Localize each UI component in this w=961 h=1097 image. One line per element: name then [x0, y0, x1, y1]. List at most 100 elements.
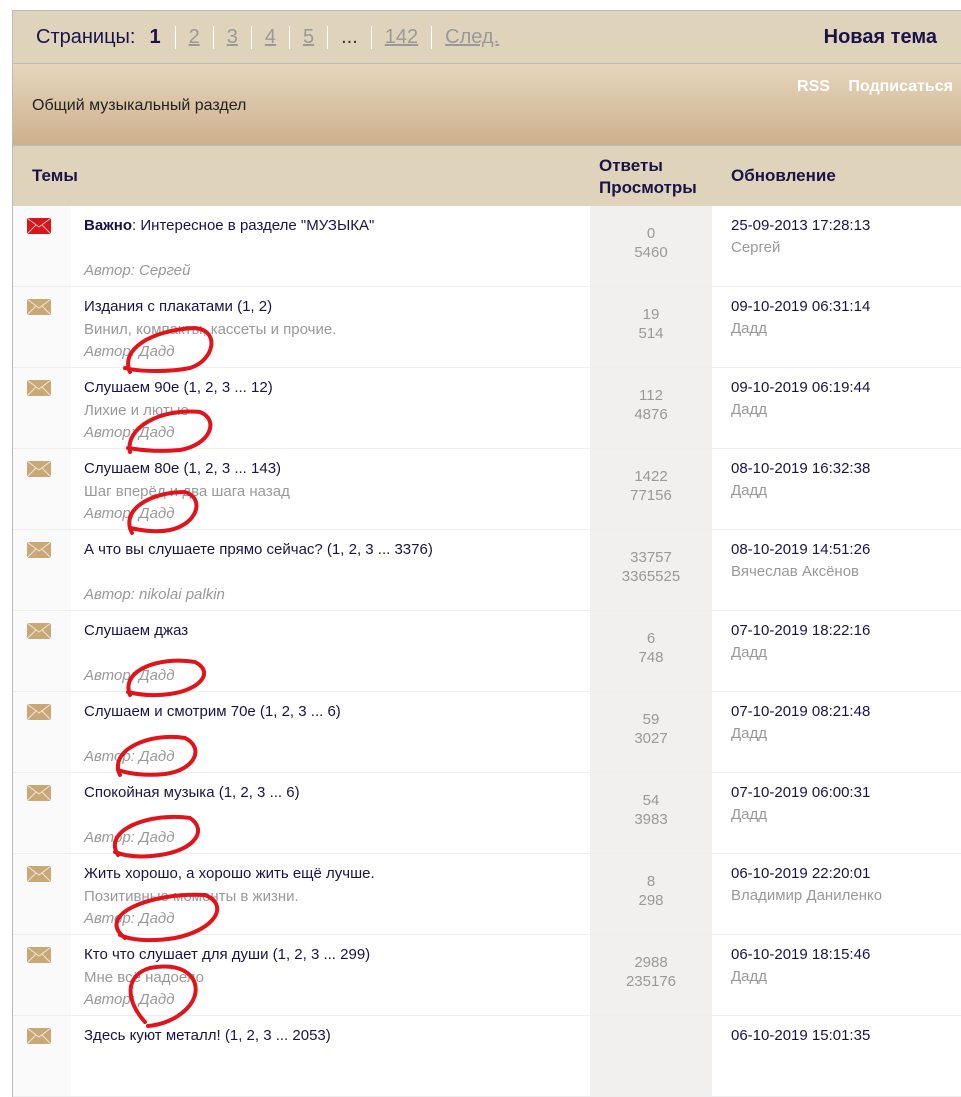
icon-cell — [13, 287, 71, 367]
view-count: 3365525 — [621, 568, 681, 585]
reply-count: 33757 — [630, 549, 672, 566]
subscribe-link[interactable]: Подписаться — [848, 78, 953, 95]
topic-title-link[interactable]: Здесь куют металл! (1, 2, 3 ... 2053) — [84, 1027, 331, 1044]
page-link-2[interactable]: 2 — [176, 25, 214, 49]
last-post-author: Дадд — [731, 644, 768, 661]
topic-stats: 112 4876 — [590, 368, 712, 448]
topic-title-link[interactable]: А что вы слушаете прямо сейчас? (1, 2, 3… — [84, 541, 433, 558]
topic-title-link[interactable]: Слушаем 90е (1, 2, 3 ... 12) — [84, 379, 273, 396]
topic-row: Слушаем 90е (1, 2, 3 ... 12) Лихие и лют… — [13, 368, 961, 449]
page-link-4[interactable]: 4 — [252, 25, 290, 49]
topic-stats: 59 3027 — [590, 692, 712, 772]
topic-row: Кто что слушает для души (1, 2, 3 ... 29… — [13, 935, 961, 1016]
rss-link[interactable]: RSS — [797, 78, 830, 95]
topic-title-link[interactable]: Слушаем джаз — [84, 622, 188, 639]
view-count: 514 — [638, 325, 664, 342]
topic-title: Слушаем и смотрим 70е (1, 2, 3 ... 6) — [84, 703, 341, 720]
topic-title-link[interactable]: Слушаем и смотрим 70е (1, 2, 3 ... 6) — [84, 703, 341, 720]
topic-row: Здесь куют металл! (1, 2, 3 ... 2053) 06… — [13, 1016, 961, 1097]
envelope-icon — [26, 379, 52, 397]
page-link-5[interactable]: 5 — [290, 25, 329, 49]
topic-stats — [590, 1016, 712, 1096]
topic-author: Автор: Дадд — [84, 667, 175, 684]
section-name: Общий музыкальный раздел — [32, 97, 247, 114]
topic-stats: 19 514 — [590, 287, 712, 367]
reply-count: 8 — [646, 873, 656, 890]
topic-author: Автор: Дадд — [84, 505, 175, 522]
topic-row: Издания с плакатами (1, 2) Винил, компак… — [13, 287, 961, 368]
topic-stats: 1422 77156 — [590, 449, 712, 529]
last-post-author: Дадд — [731, 401, 768, 418]
header-views: Просмотры — [599, 178, 697, 197]
icon-cell — [13, 611, 71, 691]
icon-cell — [13, 773, 71, 853]
last-post-author: Дадд — [731, 968, 768, 985]
topic-row: Жить хорошо, а хорошо жить ещё лучше. По… — [13, 854, 961, 935]
envelope-icon — [26, 865, 52, 883]
envelope-icon — [26, 946, 52, 964]
last-post-date[interactable]: 25-09-2013 17:28:13 — [731, 217, 871, 234]
last-post-date[interactable]: 09-10-2019 06:19:44 — [731, 379, 871, 396]
topic-title-link[interactable]: Важно: Интересное в разделе "МУЗЫКА" — [84, 217, 374, 234]
icon-cell — [13, 206, 71, 286]
last-post-date[interactable]: 07-10-2019 08:21:48 — [731, 703, 871, 720]
view-count: 4876 — [634, 406, 668, 423]
current-page: 1 — [147, 25, 176, 49]
topic-title: : Интересное в разделе "МУЗЫКА" — [132, 217, 375, 234]
reply-count: 1422 — [634, 468, 668, 485]
topic-title-link[interactable]: Издания с плакатами (1, 2) — [84, 298, 272, 315]
icon-cell — [13, 692, 71, 772]
reply-count: 0 — [646, 225, 656, 242]
envelope-icon — [26, 460, 52, 478]
topic-title: Слушаем джаз — [84, 622, 189, 639]
icon-cell — [13, 449, 71, 529]
topic-title-link[interactable]: Кто что слушает для души (1, 2, 3 ... 29… — [84, 946, 370, 963]
topic-title-link[interactable]: Спокойная музыка (1, 2, 3 ... 6) — [84, 784, 300, 801]
table-header: Темы Ответы Просмотры Обновление — [13, 146, 961, 206]
topic-stats: 0 5460 — [590, 206, 712, 286]
new-topic-button[interactable]: Новая тема — [823, 25, 937, 48]
topic-title: Жить хорошо, а хорошо жить ещё лучше. — [84, 865, 375, 882]
last-post-date[interactable]: 08-10-2019 16:32:38 — [731, 460, 871, 477]
forum-container: Страницы: 1 2 3 4 5 ... 142 След. Новая … — [12, 10, 961, 1097]
pages-label: Страницы: — [36, 25, 136, 48]
last-post-author: Владимир Даниленко — [731, 887, 883, 904]
view-count: 5460 — [634, 244, 668, 261]
last-post-date[interactable]: 09-10-2019 06:31:14 — [731, 298, 871, 315]
last-post-date[interactable]: 08-10-2019 14:51:26 — [731, 541, 871, 558]
topic-stats: 54 3983 — [590, 773, 712, 853]
topic-description: Лихие и лютые — [84, 402, 189, 419]
topic-author: Автор: nikolai palkin — [84, 586, 225, 603]
last-post-date[interactable]: 06-10-2019 22:20:01 — [731, 865, 871, 882]
header-updated: Обновление — [731, 166, 836, 185]
section-banner: Общий музыкальный раздел RSS Подписаться — [13, 64, 961, 146]
topic-title: Кто что слушает для души (1, 2, 3 ... 29… — [84, 946, 371, 963]
topic-list: Важно: Интересное в разделе "МУЗЫКА" Авт… — [13, 206, 961, 1097]
header-stats: Ответы Просмотры — [599, 155, 697, 199]
icon-cell — [13, 368, 71, 448]
page-link-3[interactable]: 3 — [214, 25, 252, 49]
icon-cell — [13, 530, 71, 610]
pages-ellipsis: ... — [328, 25, 372, 49]
view-count: 3027 — [634, 730, 668, 747]
topic-title: А что вы слушаете прямо сейчас? (1, 2, 3… — [84, 541, 433, 558]
last-post-date[interactable]: 06-10-2019 15:01:35 — [731, 1027, 871, 1044]
header-replies: Ответы — [599, 156, 663, 175]
last-post-date[interactable]: 06-10-2019 18:15:46 — [731, 946, 871, 963]
topic-author: Автор: Дадд — [84, 991, 175, 1008]
page-link-last[interactable]: 142 — [372, 25, 433, 49]
next-page-link[interactable]: След. — [445, 25, 500, 48]
envelope-icon — [26, 622, 52, 640]
topic-title-link[interactable]: Слушаем 80е (1, 2, 3 ... 143) — [84, 460, 281, 477]
topic-stats: 2988 235176 — [590, 935, 712, 1015]
view-count: 235176 — [625, 973, 677, 990]
last-post-date[interactable]: 07-10-2019 06:00:31 — [731, 784, 871, 801]
view-count: 3983 — [634, 811, 668, 828]
icon-cell — [13, 854, 71, 934]
topic-row: Слушаем и смотрим 70е (1, 2, 3 ... 6) Ав… — [13, 692, 961, 773]
topic-stats: 6 748 — [590, 611, 712, 691]
topic-description: Винил, компакты, кассеты и прочие. — [84, 321, 337, 338]
last-post-date[interactable]: 07-10-2019 18:22:16 — [731, 622, 871, 639]
last-post-author: Дадд — [731, 320, 768, 337]
topic-title-link[interactable]: Жить хорошо, а хорошо жить ещё лучше. — [84, 865, 375, 882]
